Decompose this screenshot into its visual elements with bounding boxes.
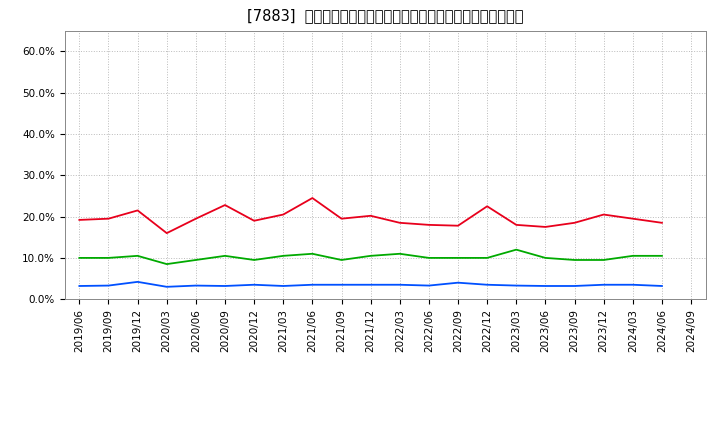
買入債務 [104,255,113,260]
買入債務 [163,261,171,267]
買入債務 [512,247,521,252]
Line: 在庫: 在庫 [79,282,662,287]
Line: 買入債務: 買入債務 [79,249,662,264]
売上債権 [395,220,404,225]
買入債務 [541,255,550,260]
買入債務 [599,257,608,263]
売上債権 [104,216,113,221]
買入債務 [483,255,492,260]
買入債務 [570,257,579,263]
買入債務 [366,253,375,258]
在庫 [541,283,550,289]
買入債務 [75,255,84,260]
売上債権 [75,217,84,223]
買入債務 [220,253,229,258]
売上債権 [337,216,346,221]
買入債務 [629,253,637,258]
在庫 [163,284,171,290]
売上債権 [192,216,200,221]
在庫 [512,283,521,288]
在庫 [75,283,84,289]
売上債権 [308,195,317,201]
売上債権 [163,231,171,236]
Line: 売上債権: 売上債権 [79,198,662,233]
在庫 [220,283,229,289]
在庫 [629,282,637,287]
売上債権 [220,202,229,208]
在庫 [133,279,142,285]
買入債務 [250,257,258,263]
在庫 [657,283,666,289]
買入債務 [279,253,287,258]
在庫 [454,280,462,285]
在庫 [425,283,433,288]
在庫 [104,283,113,288]
買入債務 [425,255,433,260]
買入債務 [192,257,200,263]
買入債務 [308,251,317,257]
売上債権 [454,223,462,228]
在庫 [483,282,492,287]
売上債権 [512,222,521,227]
在庫 [279,283,287,289]
売上債権 [133,208,142,213]
在庫 [599,282,608,287]
売上債権 [366,213,375,218]
売上債権 [570,220,579,225]
在庫 [250,282,258,287]
在庫 [366,282,375,287]
売上債権 [425,222,433,227]
在庫 [570,283,579,289]
買入債務 [395,251,404,257]
売上債権 [541,224,550,230]
売上債権 [629,216,637,221]
在庫 [308,282,317,287]
在庫 [395,282,404,287]
買入債務 [657,253,666,258]
売上債権 [599,212,608,217]
在庫 [192,283,200,288]
売上債権 [657,220,666,225]
買入債務 [454,255,462,260]
Title: [7883]  売上債権、在庫、買入債務の総資産に対する比率の推移: [7883] 売上債権、在庫、買入債務の総資産に対する比率の推移 [247,7,523,23]
売上債権 [483,204,492,209]
買入債務 [133,253,142,258]
在庫 [337,282,346,287]
売上債権 [250,218,258,224]
買入債務 [337,257,346,263]
売上債権 [279,212,287,217]
